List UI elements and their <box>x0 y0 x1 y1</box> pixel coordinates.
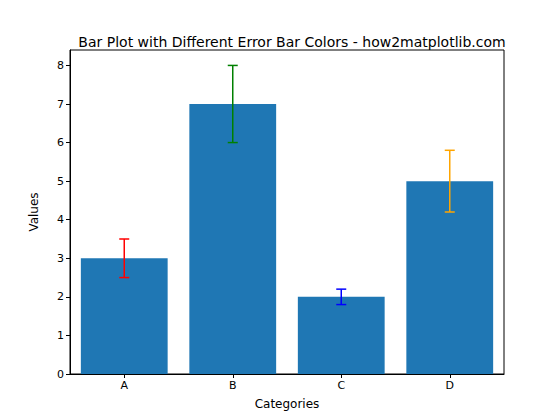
svg-text:6: 6 <box>57 136 64 149</box>
svg-text:Categories: Categories <box>255 397 320 411</box>
svg-text:C: C <box>337 379 345 392</box>
svg-text:7: 7 <box>57 98 64 111</box>
svg-text:3: 3 <box>57 252 64 265</box>
svg-text:Values: Values <box>27 192 41 231</box>
svg-text:0: 0 <box>57 368 64 381</box>
svg-text:B: B <box>229 379 237 392</box>
svg-text:D: D <box>446 379 454 392</box>
svg-text:8: 8 <box>57 59 64 72</box>
svg-text:A: A <box>120 379 128 392</box>
svg-text:2: 2 <box>57 290 64 303</box>
svg-text:4: 4 <box>57 213 64 226</box>
svg-text:1: 1 <box>57 329 64 342</box>
svg-text:5: 5 <box>57 175 64 188</box>
svg-text:Bar Plot with Different Error: Bar Plot with Different Error Bar Colors… <box>78 34 505 50</box>
